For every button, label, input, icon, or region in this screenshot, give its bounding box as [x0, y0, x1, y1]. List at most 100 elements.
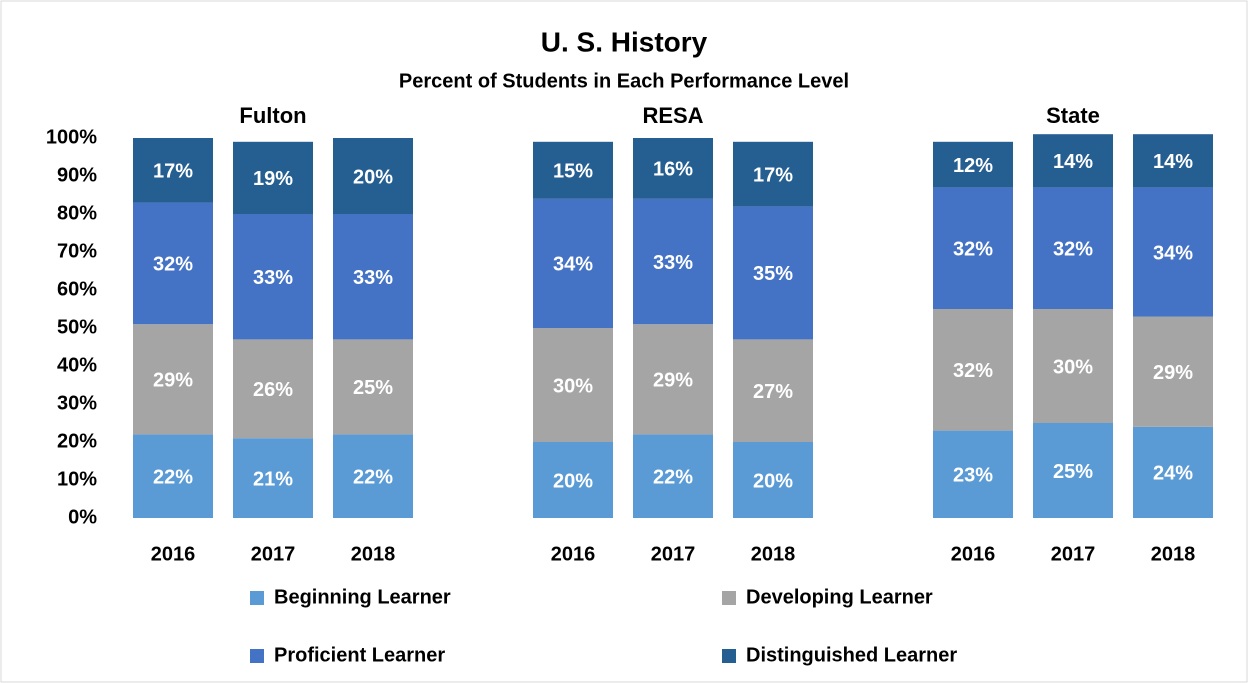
value-label: 20%: [753, 470, 793, 492]
y-tick-label: 30%: [57, 392, 97, 414]
x-tick-label: 2017: [651, 543, 696, 565]
group-label: RESA: [642, 103, 703, 128]
value-label: 33%: [353, 267, 393, 289]
bar-segment: [933, 309, 1013, 431]
value-label: 14%: [1053, 151, 1093, 173]
value-label: 32%: [953, 238, 993, 260]
value-label: 29%: [653, 370, 693, 392]
bar-segment: [133, 434, 213, 518]
x-tick-label: 2016: [551, 543, 596, 565]
value-label: 17%: [753, 164, 793, 186]
bar-segment: [733, 141, 813, 207]
y-tick-label: 70%: [57, 240, 97, 262]
value-label: 12%: [953, 155, 993, 177]
bar-segment: [333, 434, 413, 518]
legend-label: Distinguished Learner: [746, 644, 957, 666]
value-label: 25%: [1053, 461, 1093, 483]
y-tick-label: 10%: [57, 468, 97, 490]
bar-segment: [1133, 316, 1213, 427]
x-tick-label: 2018: [351, 543, 396, 565]
value-label: 32%: [953, 360, 993, 382]
group-label: State: [1046, 103, 1100, 128]
bar-segment: [533, 442, 613, 518]
value-label: 35%: [753, 263, 793, 285]
bar-segment: [1033, 423, 1113, 518]
bar-segment: [1133, 187, 1213, 317]
bar-segment: [1033, 309, 1113, 423]
legend-swatch: [250, 649, 264, 663]
value-label: 29%: [1153, 362, 1193, 384]
legend-label: Beginning Learner: [274, 586, 451, 608]
value-label: 23%: [953, 465, 993, 487]
value-label: 21%: [253, 468, 293, 490]
value-label: 20%: [353, 166, 393, 188]
bar-segment: [233, 438, 313, 518]
value-label: 19%: [253, 168, 293, 190]
bar-segment: [933, 187, 1013, 309]
legend-swatch: [722, 591, 736, 605]
value-label: 15%: [553, 161, 593, 183]
value-label: 33%: [653, 252, 693, 274]
value-label: 14%: [1153, 151, 1193, 173]
value-label: 22%: [153, 466, 193, 488]
legend-swatch: [250, 591, 264, 605]
bar-segment: [633, 138, 713, 199]
bar-segment: [233, 214, 313, 340]
bar-segment: [133, 138, 213, 203]
bar-segment: [633, 434, 713, 518]
value-label: 34%: [1153, 242, 1193, 264]
bar-segment: [333, 214, 413, 340]
bar-segment: [1033, 134, 1113, 188]
bar-segment: [733, 339, 813, 442]
x-tick-label: 2018: [1151, 543, 1196, 565]
bar-segment: [933, 141, 1013, 188]
bar-segment: [333, 138, 413, 214]
value-label: 30%: [553, 375, 593, 397]
value-label: 16%: [653, 159, 693, 181]
bar-segment: [733, 206, 813, 340]
x-tick-label: 2017: [1051, 543, 1096, 565]
value-label: 24%: [1153, 463, 1193, 485]
value-label: 32%: [1053, 238, 1093, 260]
legend-label: Developing Learner: [746, 586, 933, 608]
bar-segment: [233, 339, 313, 439]
y-tick-label: 100%: [46, 126, 97, 148]
value-label: 25%: [353, 377, 393, 399]
bar-segment: [533, 198, 613, 328]
x-tick-label: 2016: [951, 543, 996, 565]
y-tick-label: 0%: [68, 506, 97, 528]
value-label: 27%: [753, 381, 793, 403]
legend-label: Proficient Learner: [274, 644, 445, 666]
bar-segment: [333, 339, 413, 435]
bar-segment: [733, 442, 813, 518]
bar-segment: [1133, 134, 1213, 188]
value-label: 29%: [153, 370, 193, 392]
bar-segment: [1033, 187, 1113, 309]
y-tick-label: 20%: [57, 430, 97, 452]
value-label: 22%: [653, 466, 693, 488]
value-label: 17%: [153, 161, 193, 183]
value-label: 22%: [353, 466, 393, 488]
bar-segment: [633, 324, 713, 435]
y-tick-label: 80%: [57, 202, 97, 224]
bar-segment: [233, 141, 313, 214]
value-label: 30%: [1053, 356, 1093, 378]
value-label: 20%: [553, 470, 593, 492]
value-label: 26%: [253, 379, 293, 401]
bar-segment: [633, 198, 713, 325]
value-label: 33%: [253, 267, 293, 289]
x-tick-label: 2017: [251, 543, 296, 565]
value-label: 32%: [153, 254, 193, 276]
x-tick-label: 2018: [751, 543, 796, 565]
chart-subtitle: Percent of Students in Each Performance …: [399, 70, 849, 92]
bar-segment: [533, 141, 613, 199]
y-tick-label: 90%: [57, 164, 97, 186]
value-label: 34%: [553, 254, 593, 276]
bar-segment: [133, 202, 213, 325]
bar-segment: [1133, 426, 1213, 518]
y-tick-label: 40%: [57, 354, 97, 376]
bar-segment: [133, 324, 213, 435]
y-tick-label: 50%: [57, 316, 97, 338]
chart-title: U. S. History: [541, 26, 708, 57]
